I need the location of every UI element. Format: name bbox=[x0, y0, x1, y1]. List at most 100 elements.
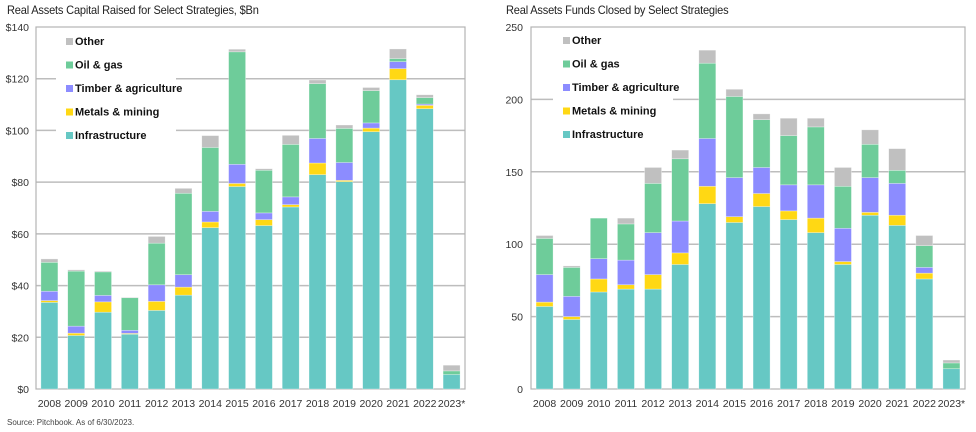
bar-segment-oil-gas bbox=[442, 370, 461, 375]
bar-segment-timber-agriculture bbox=[535, 274, 554, 303]
bar-segment-infrastructure bbox=[174, 294, 193, 390]
bar-segment-metals-mining bbox=[861, 212, 879, 216]
bar-stack-2010 bbox=[94, 270, 112, 390]
bar-segment-timber-agriculture bbox=[861, 177, 879, 213]
bar-stack-2009 bbox=[67, 269, 86, 390]
bar-segment-other bbox=[644, 167, 662, 184]
bar-segment-other bbox=[807, 117, 825, 128]
legend-label-metals-mining: Metals & mining bbox=[572, 106, 656, 118]
y-tick-label: $80 bbox=[11, 177, 29, 189]
legend-swatch-other bbox=[563, 37, 570, 44]
bar-segment-timber-agriculture bbox=[362, 122, 380, 129]
bar-segment-infrastructure bbox=[415, 108, 434, 390]
bar-segment-metals-mining bbox=[308, 162, 327, 175]
bar-segment-infrastructure bbox=[255, 225, 273, 390]
bar-segment-metals-mining bbox=[807, 217, 825, 233]
y-tick-label: 150 bbox=[505, 167, 523, 179]
legend-label-other: Other bbox=[572, 35, 602, 47]
y-tick-label: $0 bbox=[17, 384, 29, 396]
bar-segment-oil-gas bbox=[915, 245, 934, 268]
bar-stack-2021 bbox=[389, 48, 407, 390]
bar-segment-other bbox=[834, 167, 852, 187]
bar-segment-metals-mining bbox=[888, 214, 906, 226]
bar-segment-oil-gas bbox=[362, 90, 380, 124]
bar-segment-oil-gas bbox=[617, 223, 635, 261]
bar-segment-oil-gas bbox=[535, 238, 554, 275]
x-tick-label: 2020 bbox=[359, 398, 383, 410]
bar-segment-timber-agriculture bbox=[308, 138, 327, 164]
bar-stack-2017 bbox=[779, 117, 798, 390]
bar-segment-infrastructure bbox=[644, 288, 662, 390]
bar-segment-oil-gas bbox=[590, 217, 608, 259]
bar-segment-other bbox=[535, 235, 554, 239]
bar-segment-other bbox=[752, 113, 771, 120]
x-tick-label: 2021 bbox=[386, 398, 410, 410]
bar-segment-oil-gas bbox=[644, 183, 662, 233]
bar-segment-timber-agriculture bbox=[94, 295, 112, 303]
bar-segment-other bbox=[942, 359, 961, 364]
legend-swatch-infrastructure bbox=[563, 131, 570, 138]
bar-segment-infrastructure bbox=[94, 311, 112, 390]
bar-segment-infrastructure bbox=[915, 278, 934, 390]
chart-title-capital-raised: Real Assets Capital Raised for Select St… bbox=[7, 3, 259, 17]
bar-segment-metals-mining bbox=[389, 68, 407, 81]
x-tick-label: 2018 bbox=[306, 398, 330, 410]
x-tick-label: 2022 bbox=[413, 398, 437, 410]
y-tick-label: $20 bbox=[11, 332, 29, 344]
bar-segment-oil-gas bbox=[228, 51, 246, 165]
bar-segment-timber-agriculture bbox=[389, 61, 407, 69]
bar-segment-other bbox=[40, 258, 59, 263]
bar-segment-infrastructure bbox=[834, 264, 852, 390]
bar-segment-other bbox=[121, 296, 139, 299]
bar-segment-other bbox=[725, 88, 744, 97]
bar-segment-metals-mining bbox=[362, 127, 380, 133]
bar-stack-2012 bbox=[147, 236, 166, 390]
bar-segment-timber-agriculture bbox=[335, 162, 354, 181]
bar-segment-infrastructure bbox=[779, 219, 798, 390]
legend-swatch-metals-mining bbox=[66, 108, 73, 116]
bar-segment-timber-agriculture bbox=[888, 183, 906, 216]
bar-segment-infrastructure bbox=[201, 227, 220, 390]
bar-segment-metals-mining bbox=[174, 286, 193, 296]
bar-segment-oil-gas bbox=[201, 147, 220, 212]
x-tick-label: 2023* bbox=[938, 398, 965, 410]
bar-segment-oil-gas bbox=[335, 128, 354, 163]
bar-segment-other bbox=[147, 236, 166, 244]
bar-stack-2019 bbox=[335, 124, 354, 390]
bar-segment-infrastructure bbox=[335, 181, 354, 390]
bar-segment-metals-mining bbox=[671, 252, 689, 265]
x-tick-label: 2008 bbox=[533, 398, 557, 410]
plot-frame bbox=[530, 26, 966, 390]
bar-segment-timber-agriculture bbox=[255, 212, 273, 220]
bar-stack-2008 bbox=[40, 258, 59, 390]
x-tick-label: 2022 bbox=[913, 398, 937, 410]
bar-segment-metals-mining bbox=[779, 210, 798, 220]
bar-segment-timber-agriculture bbox=[201, 211, 220, 223]
bar-stack-2022 bbox=[915, 235, 934, 390]
bar-segment-oil-gas bbox=[888, 170, 906, 184]
bar-stack-2013 bbox=[174, 188, 193, 390]
x-tick-label: 2009 bbox=[65, 398, 89, 410]
bar-stack-2023 bbox=[442, 364, 461, 390]
bar-segment-oil-gas bbox=[861, 143, 879, 178]
bar-segment-oil-gas bbox=[255, 169, 273, 214]
bar-segment-timber-agriculture bbox=[698, 138, 717, 187]
x-tick-label: 2008 bbox=[38, 398, 62, 410]
legend-label-other: Other bbox=[75, 36, 105, 48]
bar-segment-oil-gas bbox=[779, 135, 798, 186]
bar-segment-other bbox=[174, 188, 193, 194]
legend-label-infrastructure: Infrastructure bbox=[572, 129, 644, 141]
legend-swatch-other bbox=[66, 38, 73, 45]
bar-segment-timber-agriculture bbox=[834, 227, 852, 262]
bar-segment-other bbox=[698, 49, 717, 64]
x-tick-label: 2017 bbox=[279, 398, 303, 410]
bar-segment-other bbox=[415, 94, 434, 98]
bar-stack-2020 bbox=[362, 87, 380, 390]
bar-segment-infrastructure bbox=[147, 310, 166, 390]
x-tick-label: 2009 bbox=[560, 398, 584, 410]
bar-segment-metals-mining bbox=[915, 272, 934, 280]
bar-stack-2020 bbox=[861, 129, 879, 390]
bar-stack-2015 bbox=[725, 88, 744, 390]
bar-segment-timber-agriculture bbox=[915, 267, 934, 274]
bar-segment-other bbox=[94, 270, 112, 273]
